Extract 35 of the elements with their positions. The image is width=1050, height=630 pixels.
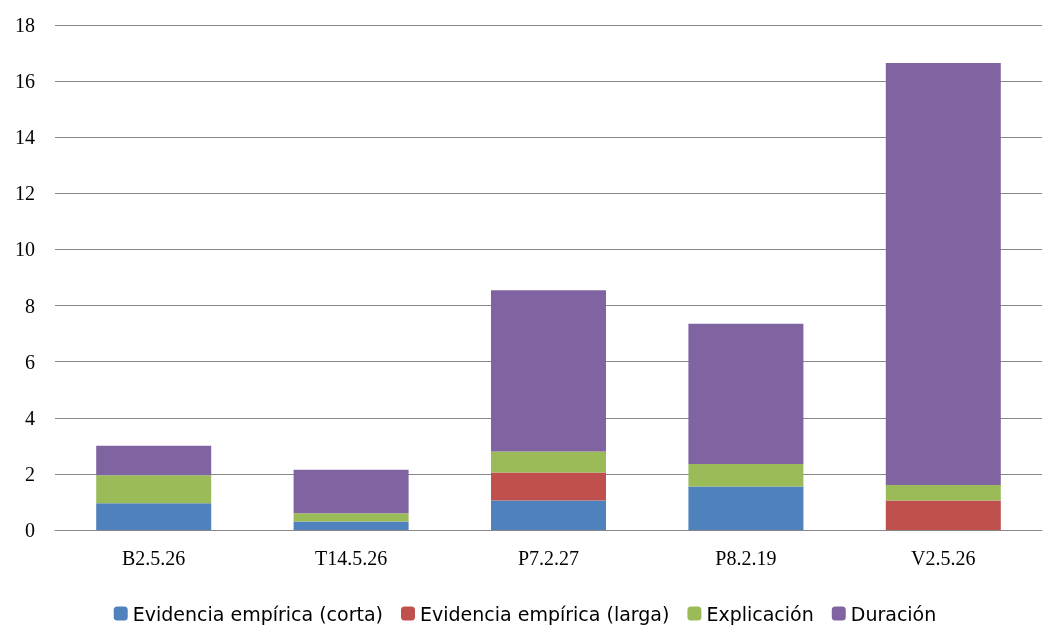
legend-label: Explicación [706,602,814,625]
bar [688,323,804,465]
y-tick-label: 12 [15,182,35,205]
y-tick-label: 10 [15,238,35,261]
bar [293,469,409,514]
y-tick-label: 8 [25,294,35,317]
y-tick-label: 6 [25,350,35,373]
x-tick-label: B2.5.26 [122,547,186,569]
bar [491,472,606,501]
x-tick-label: V2.5.26 [911,547,976,569]
bar [885,62,1001,486]
bar [293,513,409,522]
bar [491,500,606,530]
y-tick-label: 4 [25,406,35,429]
x-tick-label: T14.5.26 [314,547,388,569]
legend-label: Duración [850,602,937,625]
bar [96,503,212,530]
y-tick-label: 2 [25,462,35,485]
y-tick-label: 16 [15,70,35,93]
bar [293,521,409,530]
x-tick-label: P7.2.27 [517,547,580,569]
bar [96,475,212,504]
bar [96,445,212,476]
bar [688,464,804,487]
y-tick-label: 0 [25,519,35,541]
y-tick-label: 18 [15,14,35,36]
bar [491,290,606,452]
bar [885,500,1001,530]
legend-label: Evidencia empírica (larga) [420,602,670,625]
bar [688,486,804,530]
y-tick-label: 14 [15,126,35,149]
bar [491,451,606,473]
x-tick-label: P8.2.19 [715,547,777,569]
legend-label: Evidencia empírica (corta) [132,602,384,625]
bar [885,485,1001,501]
